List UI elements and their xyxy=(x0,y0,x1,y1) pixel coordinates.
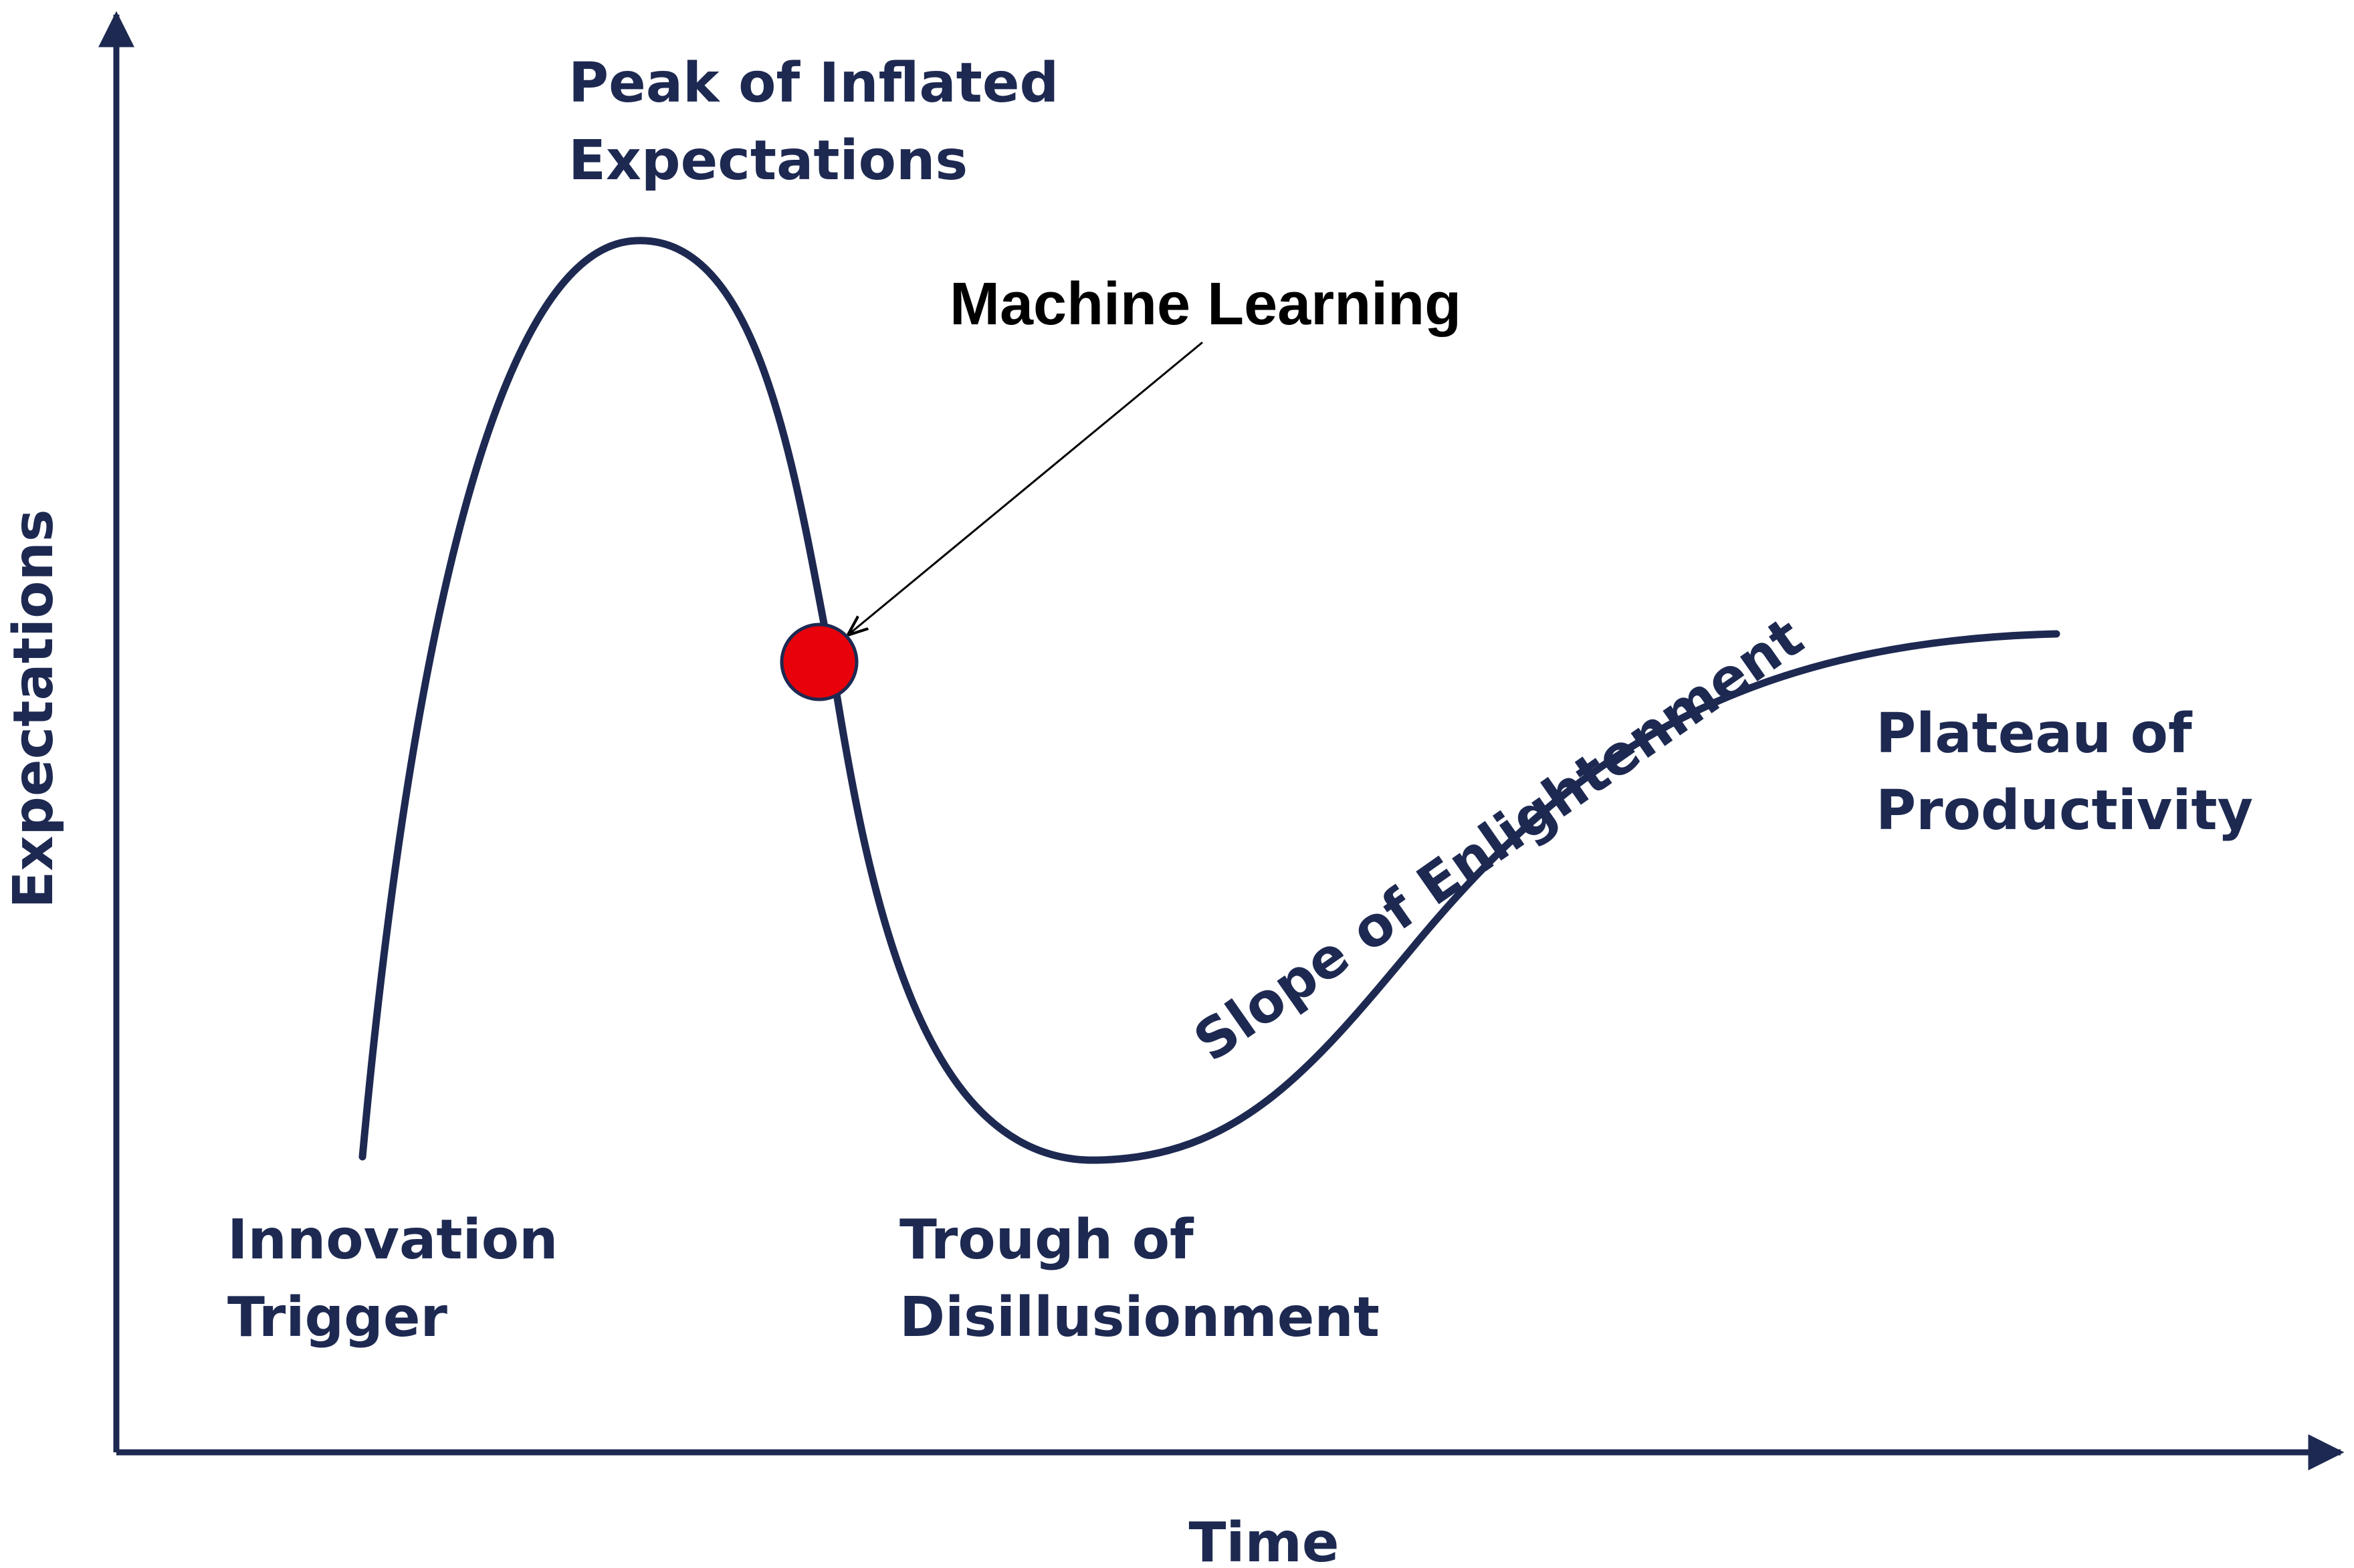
phase-innovation-trigger-line-1: Innovation xyxy=(227,1208,558,1272)
phase-plateau-line-2: Productivity xyxy=(1876,779,2253,843)
phase-trough-line-2: Disillusionment xyxy=(899,1286,1380,1349)
phase-trough-line-1: Trough of xyxy=(899,1208,1194,1272)
phase-trough: Trough of Disillusionment xyxy=(899,1208,1380,1349)
callout-label: Machine Learning xyxy=(950,271,1461,338)
phase-plateau: Plateau of Productivity xyxy=(1876,702,2253,843)
phase-plateau-line-1: Plateau of xyxy=(1876,702,2193,766)
hype-curve xyxy=(358,237,2060,1164)
phase-innovation-trigger: Innovation Trigger xyxy=(227,1208,558,1349)
y-axis-label: Expectations xyxy=(2,509,66,908)
phase-innovation-trigger-line-2: Trigger xyxy=(227,1286,447,1349)
machine-learning-marker xyxy=(780,623,859,701)
phase-slope-label: Slope of Enlightenment xyxy=(1183,605,1814,1074)
phase-peak-line-1: Peak of Inflated xyxy=(568,51,1059,115)
x-axis-label: Time xyxy=(1188,1511,1339,1568)
callout-arrow xyxy=(849,341,1203,634)
phase-peak: Peak of Inflated Expectations xyxy=(568,51,1059,193)
phase-peak-line-2: Expectations xyxy=(568,129,968,193)
